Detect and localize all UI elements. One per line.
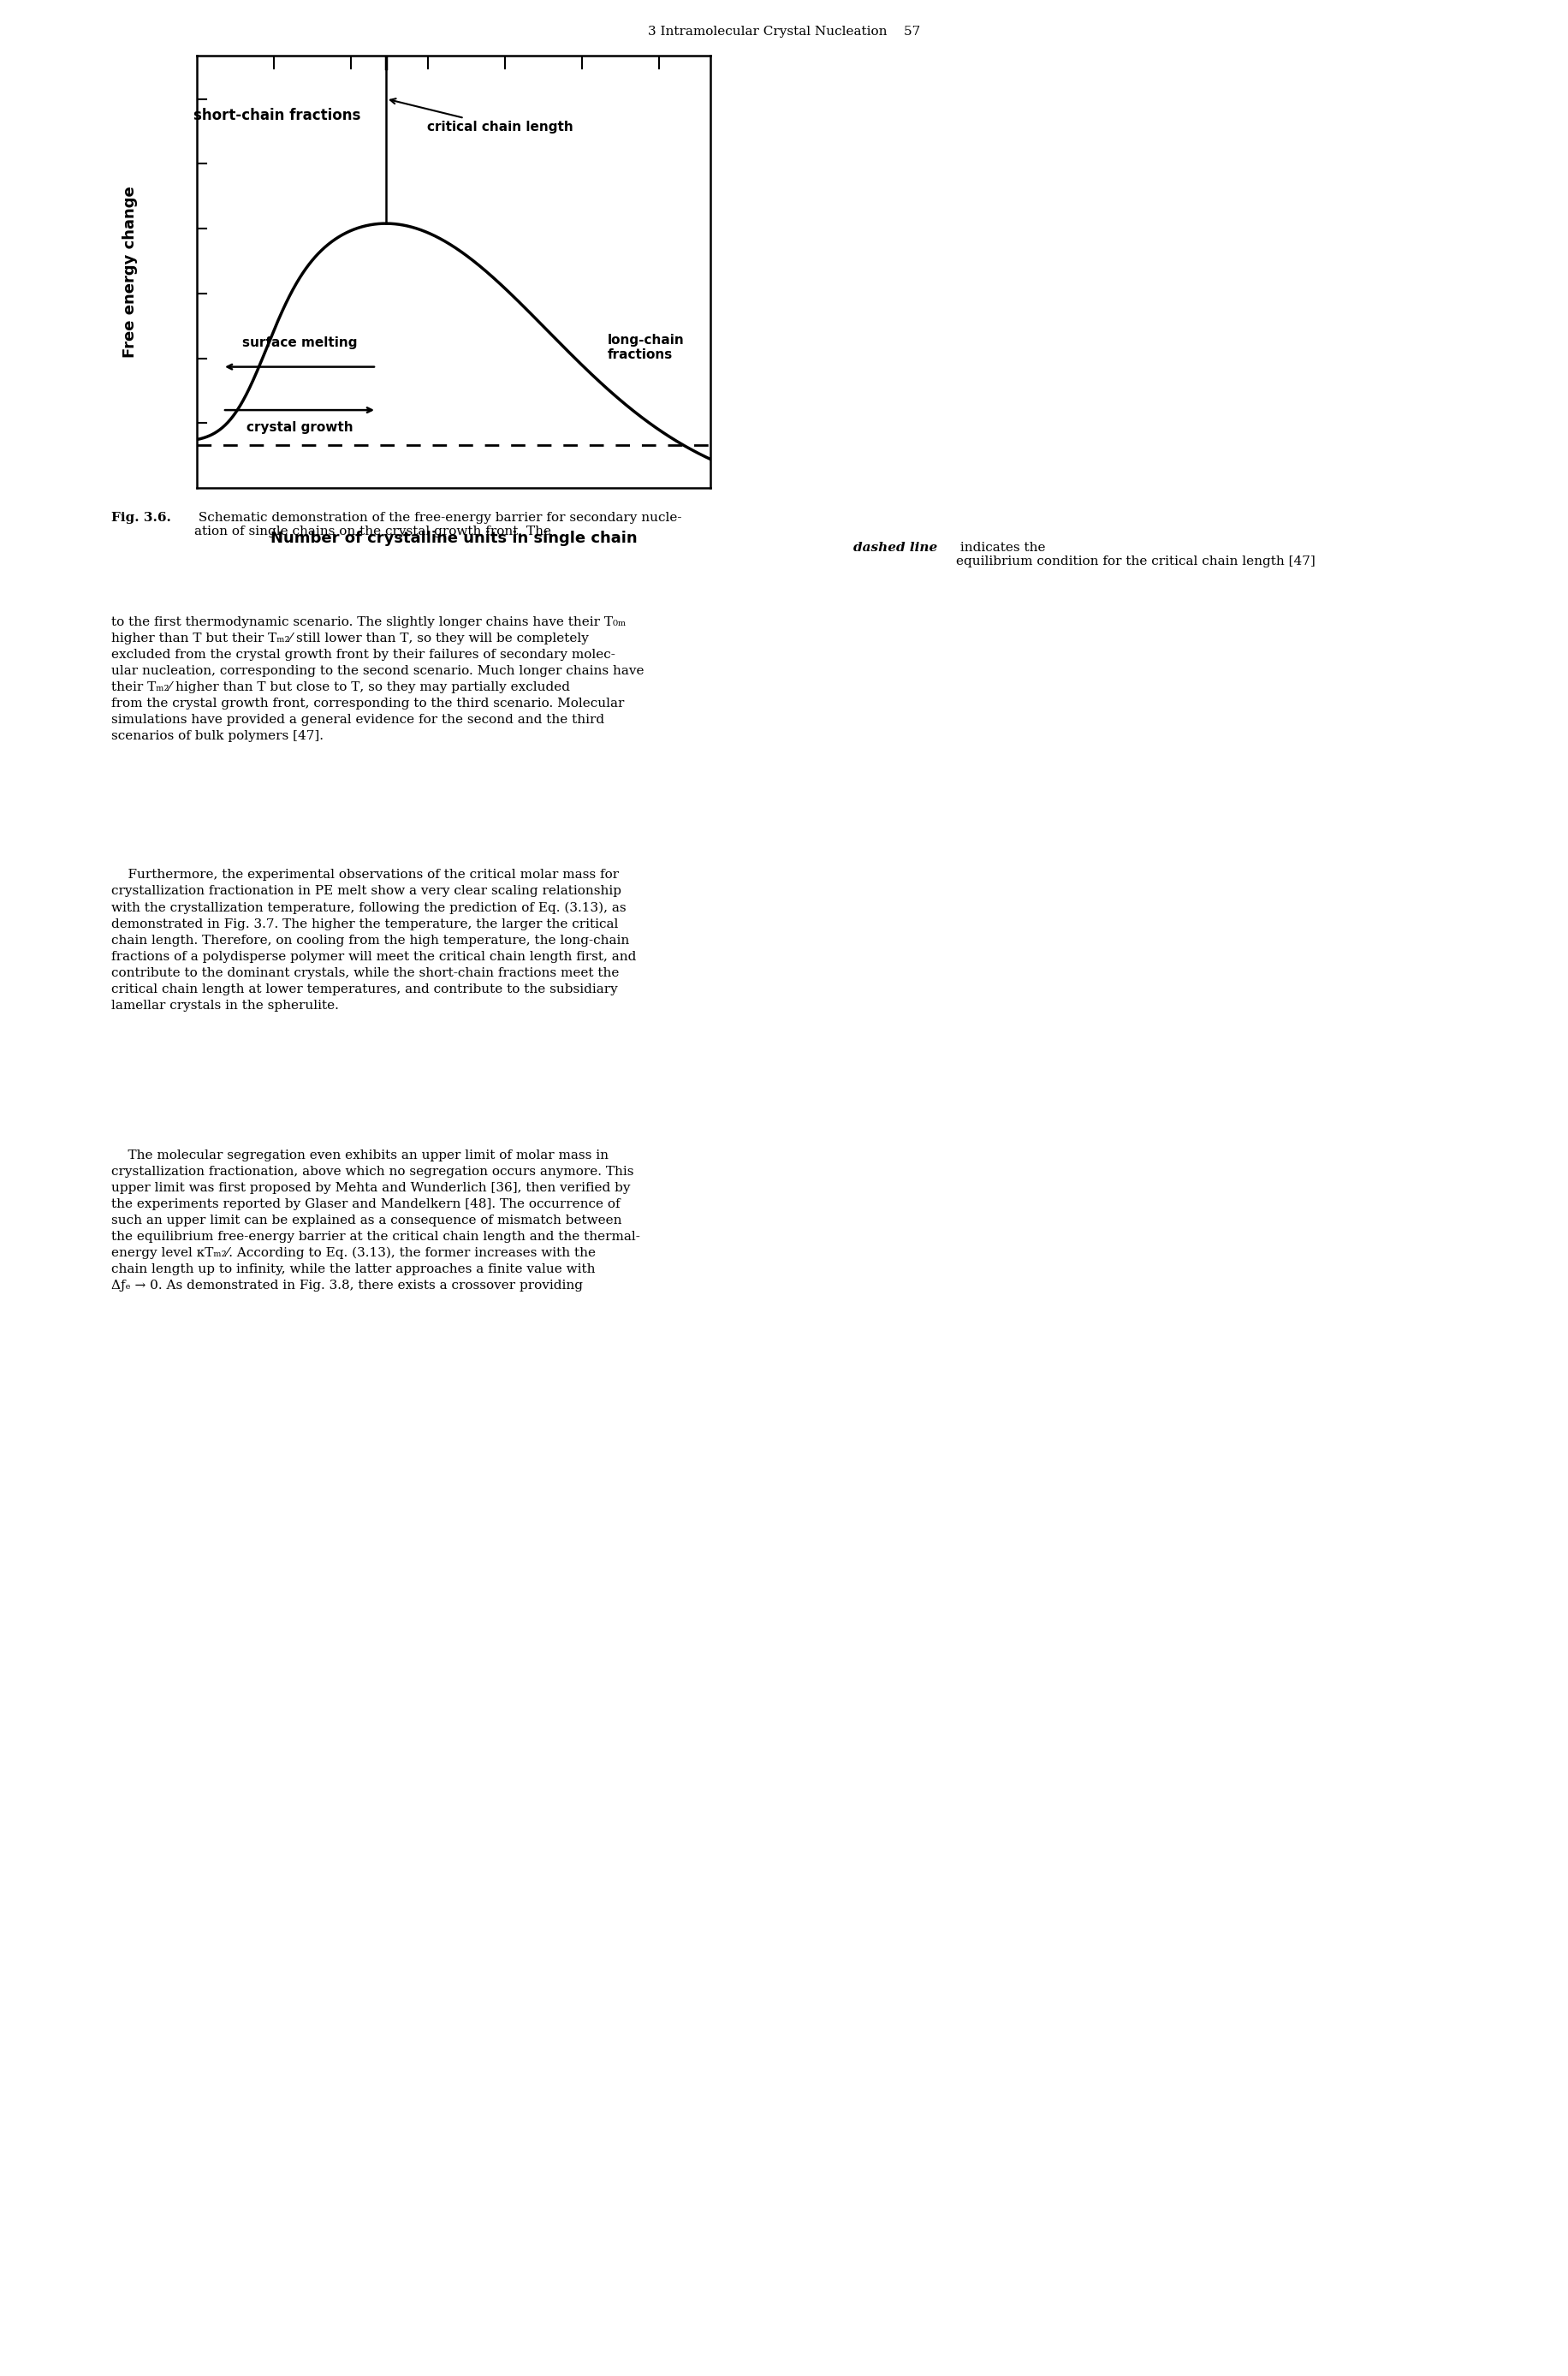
- Text: short-chain fractions: short-chain fractions: [193, 107, 361, 124]
- Text: long-chain
fractions: long-chain fractions: [608, 333, 685, 361]
- Text: Schematic demonstration of the free-energy barrier for secondary nucle-
ation of: Schematic demonstration of the free-ener…: [194, 511, 682, 537]
- Text: indicates the
equilibrium condition for the critical chain length [47]: indicates the equilibrium condition for …: [956, 542, 1316, 568]
- Text: 3 Intramolecular Crystal Nucleation    57: 3 Intramolecular Crystal Nucleation 57: [648, 26, 920, 38]
- Text: critical chain length: critical chain length: [390, 100, 574, 133]
- Text: Free energy change: Free energy change: [122, 185, 138, 359]
- Text: surface melting: surface melting: [241, 337, 358, 349]
- Text: to the first thermodynamic scenario. The slightly longer chains have their Τ₀ₘ
h: to the first thermodynamic scenario. The…: [111, 615, 644, 741]
- Text: Number of crystalline units in single chain: Number of crystalline units in single ch…: [270, 532, 637, 546]
- Text: dashed line: dashed line: [853, 542, 938, 554]
- Text: Furthermore, the experimental observations of the critical molar mass for
crysta: Furthermore, the experimental observatio…: [111, 870, 637, 1012]
- Text: crystal growth: crystal growth: [246, 421, 353, 435]
- Text: The molecular segregation even exhibits an upper limit of molar mass in
crystall: The molecular segregation even exhibits …: [111, 1150, 640, 1293]
- Text: Fig. 3.6.: Fig. 3.6.: [111, 511, 171, 523]
